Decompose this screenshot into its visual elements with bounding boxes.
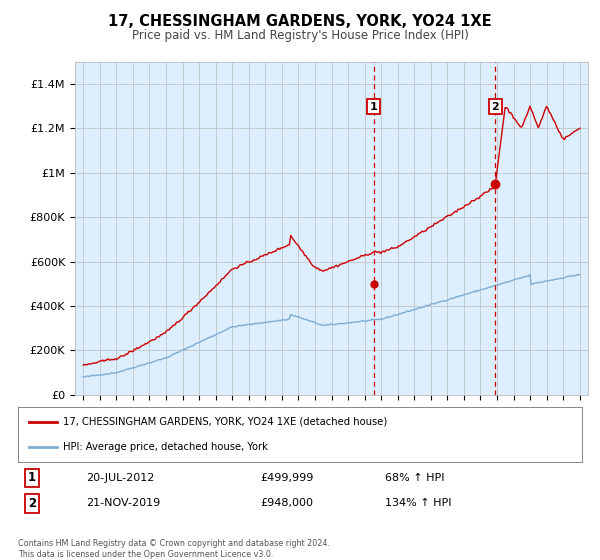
Text: 1: 1 (28, 471, 36, 484)
Text: 2: 2 (491, 101, 499, 111)
Text: 17, CHESSINGHAM GARDENS, YORK, YO24 1XE (detached house): 17, CHESSINGHAM GARDENS, YORK, YO24 1XE … (63, 417, 388, 427)
Text: HPI: Average price, detached house, York: HPI: Average price, detached house, York (63, 442, 268, 452)
Text: 134% ↑ HPI: 134% ↑ HPI (385, 498, 451, 508)
Text: 2: 2 (28, 497, 36, 510)
Text: Contains HM Land Registry data © Crown copyright and database right 2024.
This d: Contains HM Land Registry data © Crown c… (18, 539, 330, 559)
Text: Price paid vs. HM Land Registry's House Price Index (HPI): Price paid vs. HM Land Registry's House … (131, 29, 469, 42)
Text: 17, CHESSINGHAM GARDENS, YORK, YO24 1XE: 17, CHESSINGHAM GARDENS, YORK, YO24 1XE (108, 14, 492, 29)
Text: £499,999: £499,999 (260, 473, 314, 483)
Text: 68% ↑ HPI: 68% ↑ HPI (385, 473, 444, 483)
Text: 21-NOV-2019: 21-NOV-2019 (86, 498, 160, 508)
Text: 20-JUL-2012: 20-JUL-2012 (86, 473, 154, 483)
Text: 1: 1 (370, 101, 377, 111)
Text: £948,000: £948,000 (260, 498, 314, 508)
